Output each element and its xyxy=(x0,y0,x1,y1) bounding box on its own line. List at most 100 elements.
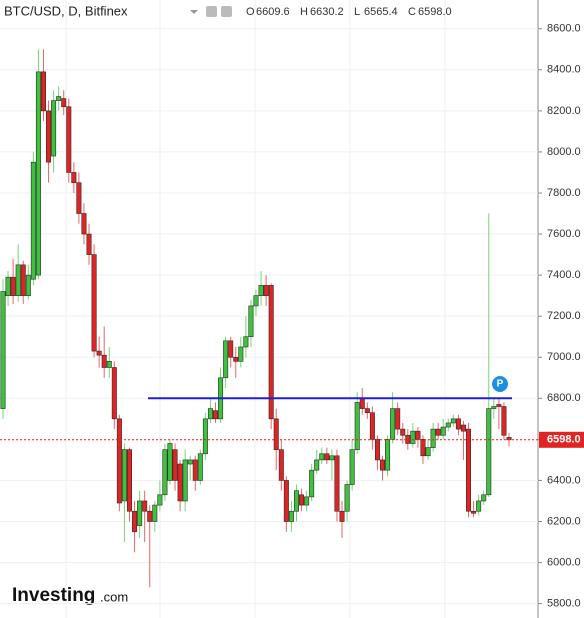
candle-body xyxy=(425,447,431,457)
candle-body xyxy=(20,264,26,296)
candle-body xyxy=(476,500,482,512)
candle-body xyxy=(278,449,284,481)
chart-title: BTC/USD, D, Bitfinex xyxy=(4,3,128,18)
candle-body xyxy=(15,264,21,296)
candle-body xyxy=(339,510,345,522)
candle-body xyxy=(46,110,52,163)
candle-body xyxy=(440,426,446,436)
candle-body xyxy=(369,412,375,440)
candle-body xyxy=(349,449,355,485)
y-tick-label: 6000.0 xyxy=(547,556,581,568)
candle-body xyxy=(501,406,507,436)
candle-body xyxy=(364,408,370,413)
candle-body xyxy=(304,496,310,506)
logo-suffix: .com xyxy=(100,589,128,604)
candle-body xyxy=(486,408,492,496)
candle-body xyxy=(111,367,117,420)
y-tick-label: 8400.0 xyxy=(547,64,581,76)
candle-body xyxy=(187,459,193,465)
candle-body xyxy=(202,418,208,455)
candle-body xyxy=(471,510,477,514)
candle-body xyxy=(162,449,168,496)
candle-body xyxy=(415,430,421,440)
ohlc-key: H xyxy=(300,6,308,18)
candle-body xyxy=(481,494,487,502)
candle-body xyxy=(248,305,254,338)
candle-body xyxy=(460,424,466,432)
candle-body xyxy=(66,106,72,173)
candle-body xyxy=(379,459,385,471)
ohlc-key: O xyxy=(246,6,255,18)
ohlc-key: C xyxy=(408,6,416,18)
candle-body xyxy=(223,340,229,379)
candle-body xyxy=(172,449,178,481)
y-tick-label: 6400.0 xyxy=(547,474,581,486)
candle-body xyxy=(207,408,213,420)
marker-label: P xyxy=(497,379,504,390)
candle-body xyxy=(96,350,102,356)
candle-body xyxy=(121,449,127,502)
candle-body xyxy=(167,443,173,481)
candle-body xyxy=(106,361,112,368)
ohlc-header: O 6609.6 H 6630.2 L 6565.4 C 6598.0 xyxy=(246,6,452,18)
candle-body xyxy=(61,98,67,108)
y-tick-label: 7800.0 xyxy=(547,187,581,199)
candle-body xyxy=(450,418,456,424)
candle-body xyxy=(496,404,502,407)
ohlc-value: 6609.6 xyxy=(256,6,290,18)
candle-body xyxy=(10,276,16,296)
candle-body xyxy=(455,418,461,430)
y-tick-label: 6800.0 xyxy=(547,392,581,404)
candle-body xyxy=(213,410,219,420)
candle-body xyxy=(56,96,62,101)
candle-body xyxy=(319,453,325,461)
candle-body xyxy=(25,274,31,296)
candle-body xyxy=(177,463,183,502)
candle-body xyxy=(101,354,107,368)
y-tick-label: 7400.0 xyxy=(547,269,581,281)
candle-body xyxy=(76,182,82,214)
icon[interactable] xyxy=(221,6,232,17)
candle-body xyxy=(263,285,269,296)
candle-body xyxy=(288,510,294,522)
candle-body xyxy=(258,285,264,296)
ohlc-value: 6598.0 xyxy=(418,6,452,18)
vertical-grid xyxy=(65,0,446,618)
candle-body xyxy=(81,213,87,235)
y-tick-label: 8000.0 xyxy=(547,146,581,158)
candle-body xyxy=(420,439,426,457)
candle-body xyxy=(309,469,315,498)
candle-body xyxy=(30,161,36,280)
candle-body xyxy=(147,510,153,522)
y-tick-label: 7600.0 xyxy=(547,228,581,240)
candle-body xyxy=(5,276,11,296)
candle-body xyxy=(334,455,340,512)
candle-body xyxy=(253,295,259,307)
candle-body xyxy=(35,71,41,276)
last-price-label: 6598.0 xyxy=(547,434,581,446)
dropdown-arrow[interactable] xyxy=(190,10,198,14)
icon[interactable] xyxy=(206,6,217,17)
candle-body xyxy=(329,455,335,461)
y-tick-label: 5800.0 xyxy=(547,598,581,610)
candle-body xyxy=(359,398,365,409)
candle-body xyxy=(137,500,143,526)
candle-body xyxy=(390,408,396,440)
candle-body xyxy=(324,453,330,461)
y-tick-label: 8200.0 xyxy=(547,105,581,117)
candle-body xyxy=(192,459,198,481)
candle-body xyxy=(354,402,360,450)
candle-body xyxy=(466,428,472,512)
y-tick-label: 7200.0 xyxy=(547,310,581,322)
candle-body xyxy=(400,428,406,436)
candle-body xyxy=(40,71,46,112)
candle-body xyxy=(132,510,138,533)
candle-body xyxy=(152,504,158,522)
candle-body xyxy=(445,422,451,428)
candle-body xyxy=(233,356,239,362)
y-tick-label: 8600.0 xyxy=(547,23,581,35)
ohlc-key: L xyxy=(354,6,360,18)
marker xyxy=(492,376,508,392)
candle-body xyxy=(299,494,305,506)
